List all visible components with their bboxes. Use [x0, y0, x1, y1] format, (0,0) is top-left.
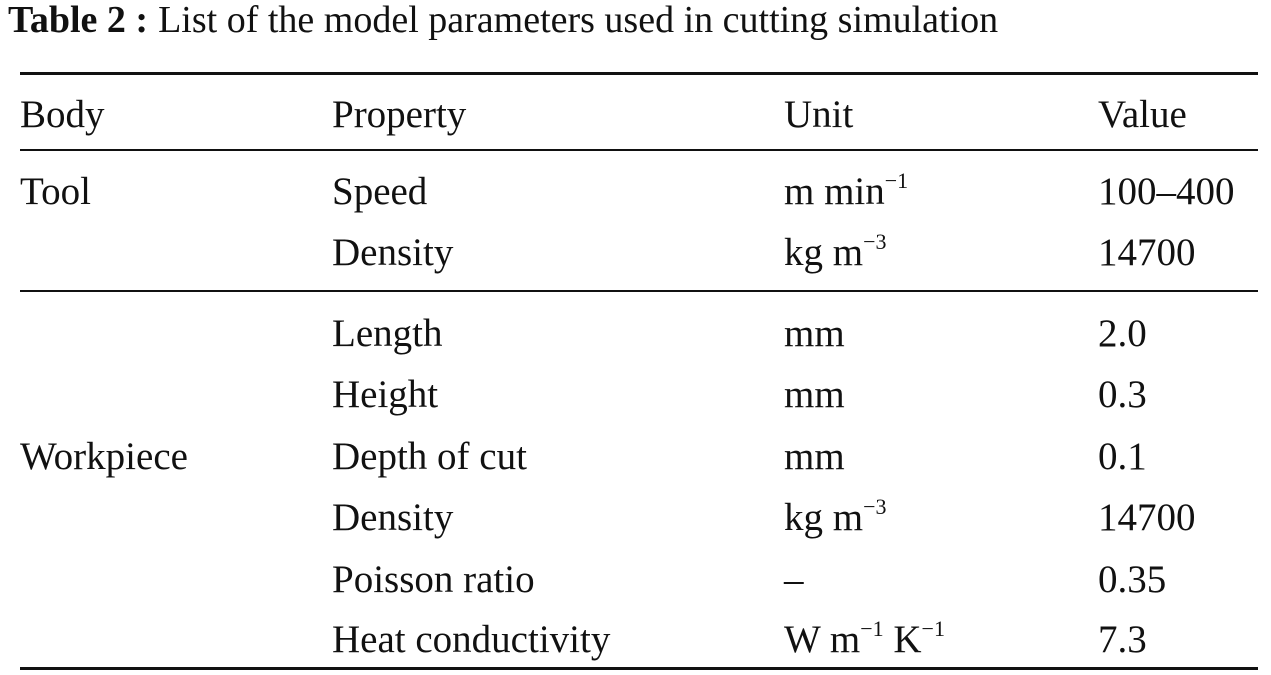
body-cell: Workpiece	[20, 435, 188, 478]
bottom-rule	[20, 667, 1258, 670]
property-cell: Heat conductivity	[332, 618, 611, 661]
property-cell: Depth of cut	[332, 435, 527, 478]
property-cell: Density	[332, 231, 454, 274]
value-cell: 14700	[1098, 231, 1196, 274]
value-cell: 0.35	[1098, 558, 1167, 601]
table-caption: Table 2 : List of the model parameters us…	[8, 0, 998, 42]
value-cell: 100–400	[1098, 170, 1235, 213]
unit-exponent: −1	[884, 168, 909, 193]
value-cell: 0.3	[1098, 373, 1147, 416]
value-cell: 2.0	[1098, 312, 1147, 355]
property-cell: Speed	[332, 170, 428, 213]
unit-base: K	[883, 618, 922, 661]
unit-base: kg m	[784, 496, 864, 539]
group-rule	[20, 290, 1258, 292]
header-rule	[20, 149, 1258, 151]
top-rule	[20, 72, 1258, 75]
property-cell: Density	[332, 496, 454, 539]
property-cell: Poisson ratio	[332, 558, 535, 601]
unit-cell: mm	[784, 314, 845, 353]
unit-cell: kg m−3	[784, 496, 887, 539]
table-label: Table 2 :	[8, 0, 149, 41]
unit-cell: mm	[784, 375, 845, 414]
unit-base: –	[784, 558, 804, 601]
property-cell: Length	[332, 312, 443, 355]
unit-exponent: −1	[860, 616, 884, 641]
header-unit: Unit	[784, 93, 854, 136]
unit-base: mm	[784, 312, 845, 355]
header-property: Property	[332, 93, 467, 136]
property-cell: Height	[332, 373, 439, 416]
unit-cell: kg m−3	[784, 231, 887, 274]
header-value: Value	[1098, 93, 1187, 136]
unit-base: mm	[784, 435, 845, 478]
unit-base: mm	[784, 373, 845, 416]
body-cell: Tool	[20, 170, 91, 213]
unit-cell: –	[784, 560, 804, 599]
caption-text: List of the model parameters used in cut…	[158, 0, 999, 41]
unit-cell: W m−1 K−1	[784, 618, 945, 661]
unit-base: m min	[784, 170, 885, 213]
unit-base: kg m	[784, 231, 864, 274]
unit-exponent: −3	[863, 494, 887, 519]
unit-cell: m min−1	[784, 170, 908, 213]
unit-base: W m	[784, 618, 861, 661]
unit-cell: mm	[784, 437, 845, 476]
value-cell: 0.1	[1098, 435, 1147, 478]
value-cell: 7.3	[1098, 618, 1147, 661]
unit-exponent: −3	[863, 229, 887, 254]
value-cell: 14700	[1098, 496, 1196, 539]
unit-exponent: −1	[921, 616, 945, 641]
header-body: Body	[20, 93, 105, 136]
